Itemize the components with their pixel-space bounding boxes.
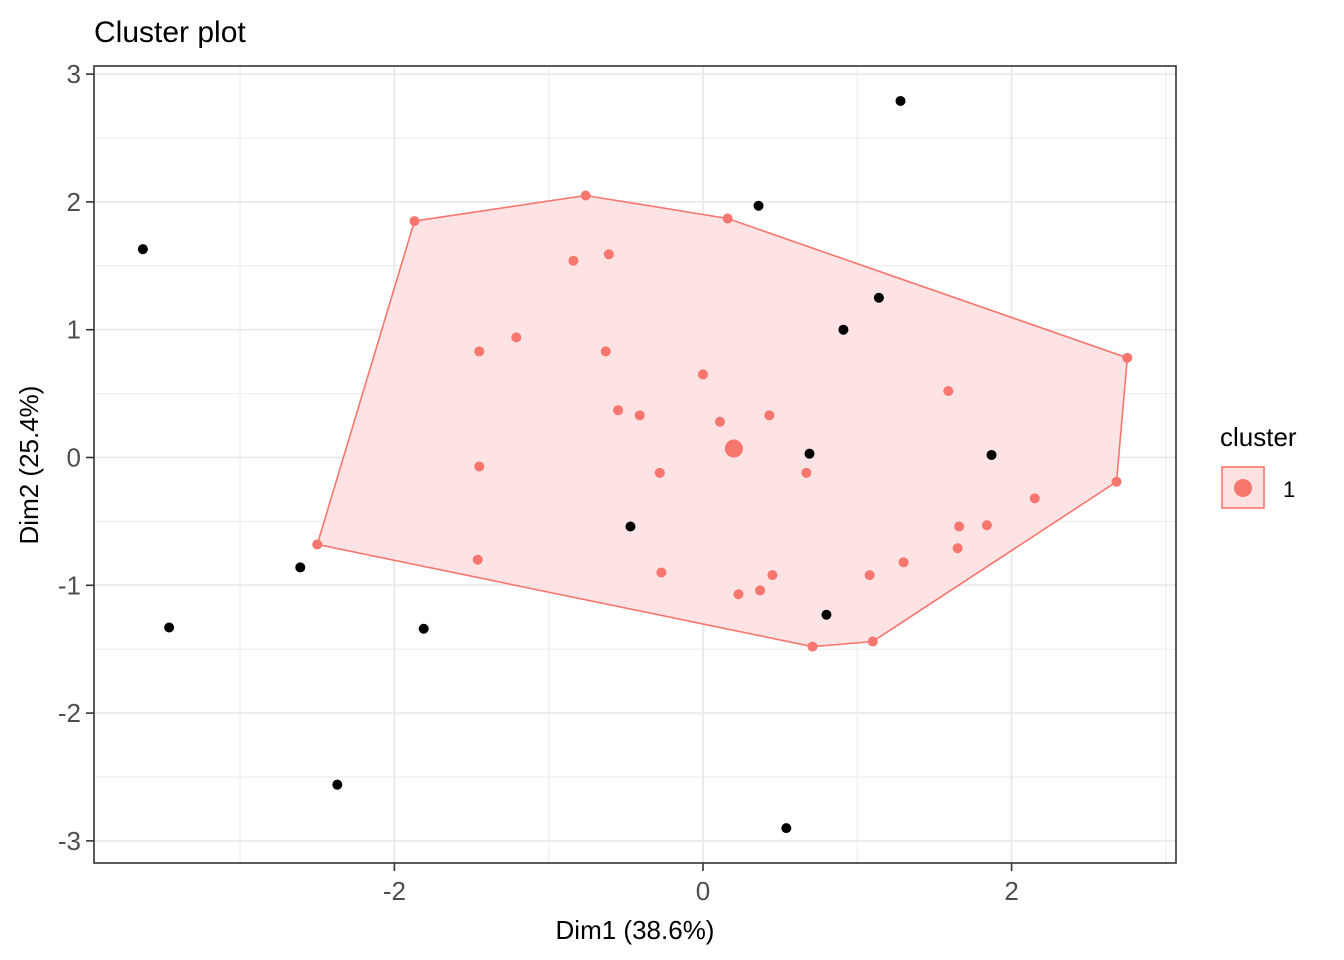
- cluster-point: [511, 332, 522, 343]
- cluster-point: [943, 386, 954, 397]
- legend-title: cluster: [1220, 422, 1297, 452]
- legend: cluster 1: [1220, 422, 1297, 509]
- cluster-point: [867, 636, 878, 647]
- cluster-point: [764, 410, 775, 421]
- cluster-point: [864, 570, 875, 581]
- centroid-point: [724, 439, 743, 458]
- outlier-points: [137, 95, 997, 834]
- outlier-point: [873, 292, 884, 303]
- cluster-point: [755, 585, 766, 596]
- cluster-point: [1122, 352, 1133, 363]
- panel-border: [93, 65, 1177, 864]
- cluster-point: [474, 346, 485, 357]
- x-tick-label: 0: [696, 876, 710, 906]
- cluster-point: [898, 557, 909, 568]
- outlier-point: [164, 622, 175, 633]
- cluster-points: [312, 190, 1133, 652]
- cluster-point: [767, 570, 778, 581]
- cluster-point: [952, 543, 963, 554]
- outlier-point: [332, 779, 343, 790]
- x-axis-title: Dim1 (38.6%): [556, 915, 715, 945]
- chart-title: Cluster plot: [94, 16, 246, 49]
- cluster-point: [656, 567, 667, 578]
- y-tick-label: -1: [58, 570, 81, 600]
- cluster-point: [733, 589, 744, 600]
- outlier-point: [986, 449, 997, 460]
- cluster-point: [1029, 493, 1040, 504]
- y-tick-label: 2: [67, 187, 81, 217]
- y-axis-ticks: -3 -2 -1 0 1 2 3: [58, 59, 94, 856]
- cluster-point: [472, 554, 483, 565]
- y-tick-label: -3: [58, 826, 81, 856]
- cluster-point: [613, 405, 624, 416]
- cluster-point: [634, 410, 645, 421]
- y-tick-label: 3: [67, 59, 81, 89]
- outlier-point: [781, 823, 792, 834]
- outlier-point: [753, 200, 764, 211]
- x-tick-label: 2: [1004, 876, 1018, 906]
- cluster-point: [409, 216, 420, 227]
- cluster-point: [981, 520, 992, 531]
- cluster-point: [312, 539, 323, 550]
- cluster-point: [600, 346, 611, 357]
- y-tick-label: 1: [67, 315, 81, 345]
- cluster-point: [954, 521, 965, 532]
- outlier-point: [804, 448, 815, 459]
- cluster-point: [722, 213, 733, 224]
- cluster-point: [580, 190, 591, 201]
- outlier-point: [137, 244, 148, 255]
- y-tick-label: -2: [58, 698, 81, 728]
- outlier-point: [895, 95, 906, 106]
- outlier-point: [821, 609, 832, 620]
- cluster-point: [801, 467, 812, 478]
- cluster-point: [603, 249, 614, 260]
- legend-label: 1: [1283, 477, 1295, 502]
- outlier-point: [295, 562, 306, 573]
- cluster-point: [474, 461, 485, 472]
- legend-point-icon: [1234, 479, 1252, 497]
- cluster-point: [1111, 476, 1122, 487]
- cluster-centroid: [724, 439, 743, 458]
- y-tick-label: 0: [67, 443, 81, 473]
- outlier-point: [838, 324, 849, 335]
- cluster-point: [807, 641, 818, 652]
- outlier-point: [418, 623, 429, 634]
- cluster-point: [568, 255, 579, 266]
- cluster-point: [698, 369, 708, 380]
- y-axis-title: Dim2 (25.4%): [14, 386, 44, 545]
- x-tick-label: -2: [383, 876, 406, 906]
- x-axis-ticks: -2 0 2: [383, 863, 1019, 906]
- cluster-point: [714, 416, 725, 427]
- outlier-point: [625, 521, 636, 532]
- cluster-point: [654, 467, 665, 478]
